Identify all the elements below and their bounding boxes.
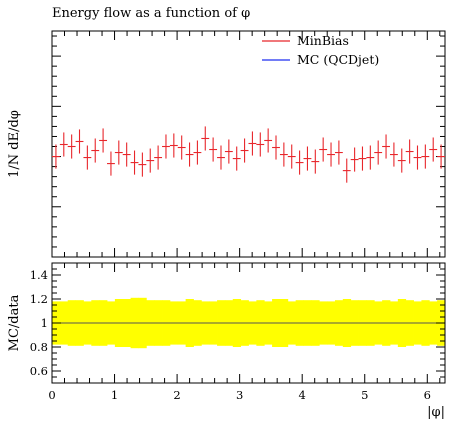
legend-label: MinBias bbox=[297, 33, 349, 48]
data-point bbox=[83, 145, 92, 170]
data-point bbox=[287, 144, 296, 169]
main-plot bbox=[51, 30, 446, 258]
data-point bbox=[232, 146, 241, 171]
x-axis-label: |φ| bbox=[427, 405, 445, 420]
legend-label: MC (QCDjet) bbox=[297, 52, 379, 67]
data-point bbox=[397, 148, 406, 173]
ratio-y-tick-label: 0.8 bbox=[30, 340, 48, 354]
data-point bbox=[366, 145, 375, 170]
data-point bbox=[327, 142, 335, 167]
x-tick-label: 1 bbox=[111, 388, 118, 402]
data-point bbox=[248, 131, 257, 156]
ratio-y-tick-label: 1 bbox=[41, 316, 48, 330]
data-point bbox=[114, 140, 123, 165]
data-point bbox=[67, 134, 76, 159]
data-point bbox=[217, 145, 225, 170]
data-point bbox=[122, 142, 131, 167]
data-point bbox=[169, 133, 178, 158]
data-point bbox=[303, 146, 312, 171]
data-point bbox=[209, 137, 218, 162]
data-point bbox=[193, 140, 202, 165]
main-plot-frame bbox=[51, 30, 446, 258]
chart-title: Energy flow as a function of φ bbox=[52, 6, 250, 21]
data-point bbox=[342, 158, 351, 183]
data-point bbox=[311, 149, 320, 174]
data-point bbox=[405, 139, 414, 164]
data-point bbox=[382, 134, 390, 159]
data-point bbox=[154, 145, 163, 170]
data-point bbox=[107, 151, 115, 176]
data-point bbox=[91, 138, 100, 163]
data-point bbox=[389, 142, 398, 167]
x-tick-label: 5 bbox=[361, 388, 368, 402]
ratio-y-axis-label: MC/data bbox=[7, 294, 22, 351]
data-point bbox=[295, 150, 304, 175]
data-point bbox=[75, 129, 84, 154]
x-tick-label: 2 bbox=[173, 388, 180, 402]
data-point bbox=[429, 137, 438, 162]
data-point bbox=[130, 150, 139, 175]
data-point bbox=[224, 139, 233, 164]
data-point bbox=[421, 144, 430, 169]
data-point bbox=[319, 137, 328, 162]
x-tick-label: 0 bbox=[48, 388, 55, 402]
legend: MinBias MC (QCDjet) bbox=[262, 33, 379, 67]
data-point bbox=[264, 128, 273, 153]
data-point bbox=[177, 135, 186, 160]
data-point bbox=[162, 134, 170, 159]
data-point bbox=[59, 132, 68, 157]
data-point bbox=[413, 145, 422, 170]
data-point bbox=[350, 147, 359, 172]
y-axis-label: 1/N dE/dφ bbox=[7, 110, 22, 178]
ratio-y-tick-label: 1.2 bbox=[30, 292, 48, 306]
data-point bbox=[279, 142, 288, 167]
data-point bbox=[138, 152, 147, 177]
x-tick-label: 3 bbox=[236, 388, 243, 402]
data-point bbox=[272, 135, 280, 160]
data-point bbox=[185, 142, 194, 167]
x-tick-label: 4 bbox=[299, 388, 306, 402]
data-point bbox=[437, 144, 446, 169]
ratio-y-tick-label: 1.4 bbox=[30, 268, 48, 282]
data-point bbox=[51, 144, 60, 169]
x-tick-label: 6 bbox=[424, 388, 431, 402]
data-point bbox=[240, 138, 249, 163]
data-point bbox=[201, 126, 210, 151]
data-point bbox=[334, 140, 343, 165]
ratio-plot: 0 1 2 3 4 5 6 0.6 0.8 1 1.2 1.4 bbox=[30, 31, 446, 402]
ratio-y-tick-label: 0.6 bbox=[30, 364, 48, 378]
data-point bbox=[99, 128, 108, 153]
data-point bbox=[358, 146, 367, 171]
data-point bbox=[146, 148, 155, 173]
data-point bbox=[256, 132, 265, 157]
data-point bbox=[374, 140, 383, 165]
